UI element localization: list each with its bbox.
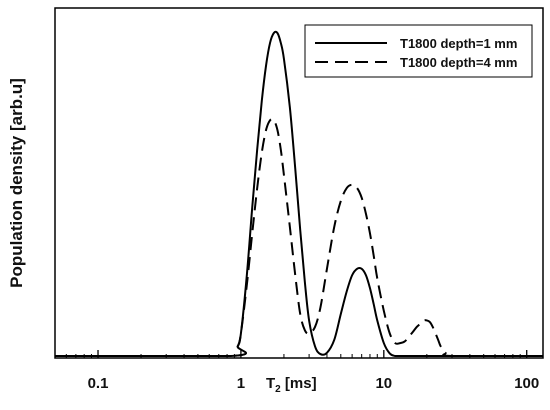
legend: T1800 depth=1 mm T1800 depth=4 mm [304, 24, 533, 78]
x-axis-title: T2 [ms] [266, 375, 317, 395]
x-tick-label: 0.1 [88, 375, 109, 392]
series-layer [55, 30, 543, 358]
x-tick-label: 1 [237, 375, 245, 392]
legend-label-depth-4mm: T1800 depth=4 mm [400, 55, 517, 70]
legend-label-depth-1mm: T1800 depth=1 mm [400, 36, 517, 51]
x-axis-title-subscript: 2 [275, 384, 281, 395]
x-tick-label: 100 [514, 375, 539, 392]
x-axis-tick-labels: 0.1 1 10 100 [88, 375, 540, 392]
x-tick-label: 10 [375, 375, 392, 392]
legend-box [304, 24, 533, 78]
y-axis-title: Population density [arb.u] [7, 78, 26, 288]
series-line-depth-4mm [55, 118, 543, 358]
x-axis-title-unit: [ms] [281, 375, 317, 392]
series-line-depth-1mm [55, 30, 543, 358]
plot-frame [54, 7, 544, 359]
